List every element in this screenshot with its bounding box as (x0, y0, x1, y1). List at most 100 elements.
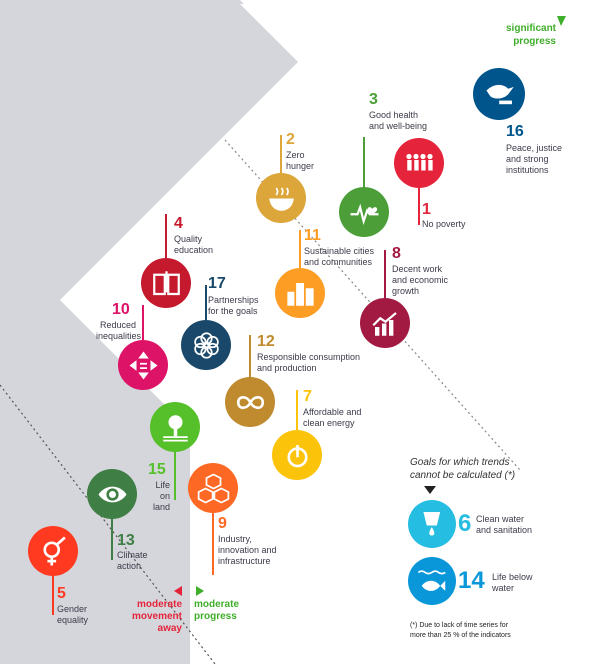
goal-14-number: 14 (458, 567, 485, 594)
goal-8-number: 8 (392, 245, 401, 262)
untracked-heading-line2: cannot be calculated (*) (410, 470, 516, 481)
goal-6-label: Clean water and sanitation (476, 514, 532, 536)
power-icon (272, 430, 322, 480)
goal-4-label-line: Quality (174, 234, 203, 244)
goal-13-label-line: Climate (117, 550, 148, 560)
goal-9-label-line: infrastructure (218, 556, 271, 566)
goal-13-label-line: action (117, 561, 142, 571)
goal-17-label-line: for the goals (208, 306, 258, 316)
goal-8-label-line: growth (392, 286, 420, 296)
goal-11-circle (275, 268, 325, 318)
goal-13-label: Climate action (117, 550, 148, 572)
goal-6-label-line: and sanitation (476, 525, 533, 535)
progress-line2: progress (194, 611, 237, 622)
goal-8-label-line: Decent work (392, 264, 443, 274)
significant-progress-label: significant progress (506, 22, 556, 48)
goal-13-circle (87, 469, 137, 519)
cubes-icon (188, 463, 238, 513)
goal-8-label-line: and economic (392, 275, 449, 285)
goal-12-label-line: and production (257, 363, 317, 373)
equality-arrows-icon (118, 340, 168, 390)
moderate-movement-away-label: moderate movement away (118, 599, 182, 635)
goal-4-label-line: education (174, 245, 214, 255)
goal-13-number: 13 (117, 532, 135, 549)
goal-15-label: Life on land (150, 480, 170, 513)
goal-1-number: 1 (422, 201, 431, 218)
goal-16-number: 16 (506, 123, 524, 140)
moderate-away-arrow-icon (174, 586, 182, 596)
footnote: (*) Due to lack of time series for more … (410, 621, 511, 641)
goal-8-circle (360, 298, 410, 348)
goal-5-circle (28, 526, 78, 576)
goal-17-label: Partnerships for the goals (208, 295, 259, 317)
significant-word: significant (506, 23, 557, 34)
goal-3-label: Good health and well-being (369, 110, 427, 132)
goal-7-label: Affordable and clean energy (303, 407, 361, 429)
fish-icon (408, 557, 456, 605)
goal-3-number: 3 (369, 91, 378, 108)
goal-9-number: 9 (218, 515, 227, 532)
goal-16-label-line: Peace, justice (506, 143, 563, 153)
goal-1-circle (394, 138, 444, 188)
goal-16-circle (473, 68, 525, 120)
goal-5-label-line: Gender (57, 604, 88, 614)
goal-12-label-line: Responsible consumption (257, 352, 361, 362)
infinity-icon (225, 377, 275, 427)
moderate-progress-label: moderate progress (194, 599, 239, 623)
goal-15-circle (150, 402, 200, 452)
goal-15-label-line: Life on (155, 480, 170, 501)
goal-16-label: Peace, justice and strong institutions (506, 143, 562, 176)
bowl-icon (256, 173, 306, 223)
goal-9-circle (188, 463, 238, 513)
goal-9-label-line: Industry, (218, 534, 252, 544)
goal-10-number: 10 (112, 301, 130, 318)
goal-7-number: 7 (303, 388, 312, 405)
goal-10-label: Reduced inequalities (96, 320, 141, 342)
goal-6-label-line: Clean water (476, 514, 525, 524)
untracked-goals-heading: Goals for which trends cannot be calcula… (410, 456, 515, 482)
goal-14-label: Life below water (492, 572, 533, 594)
eye-globe-icon (87, 469, 137, 519)
goal-5-label: Gender equality (57, 604, 88, 626)
goal-5-number: 5 (57, 585, 66, 602)
goal-5-label-line: equality (57, 615, 89, 625)
goal-17-number: 17 (208, 275, 226, 292)
goal-16-label-line: institutions (506, 165, 549, 175)
dove-gavel-icon (473, 68, 525, 120)
goal-11-label-line: and communities (304, 257, 373, 267)
people-icon (394, 138, 444, 188)
footnote-line1: (*) Due to lack of time series for (410, 622, 509, 629)
goal-3-label-line: Good health (369, 110, 419, 120)
goal-7-label-line: Affordable and (303, 407, 362, 417)
goal-9-label: Industry, innovation and infrastructure (218, 534, 277, 567)
goal-4-number: 4 (174, 215, 183, 232)
goal-7-label-line: clean energy (303, 418, 355, 428)
goal-10-label-line: inequalities (96, 331, 142, 341)
goal-17-label-line: Partnerships (208, 295, 259, 305)
goal-4-circle (141, 258, 191, 308)
goal-14-label-line: Life below (492, 572, 533, 582)
progress-word: progress (513, 36, 556, 47)
goal-2-number: 2 (286, 131, 295, 148)
goal-14-label-line: water (492, 583, 515, 593)
away-line1: moderate (136, 599, 182, 610)
goal-2-circle (256, 173, 306, 223)
significant-progress-arrow-icon (557, 16, 566, 26)
goal-1-label-line: No poverty (422, 219, 466, 229)
goal-8-label: Decent work and economic growth (392, 264, 448, 297)
goal-11-label: Sustainable cities and communities (304, 246, 374, 268)
away-line2: movement (131, 611, 182, 622)
goal-6-number: 6 (458, 510, 472, 537)
goal-3-label-line: and well-being (369, 121, 428, 131)
goal-1-label: No poverty (422, 219, 466, 230)
footnote-line2: more than 25 % of the indicators (410, 632, 511, 639)
tree-icon (150, 402, 200, 452)
untracked-down-arrow-icon (424, 486, 436, 494)
goal-12-label: Responsible consumption and production (257, 352, 360, 374)
city-icon (275, 268, 325, 318)
goal-2-label: Zero hunger (286, 150, 314, 172)
heartbeat-icon (339, 187, 389, 237)
progress-line1: moderate (194, 599, 240, 610)
goal-14-circle (408, 557, 456, 605)
